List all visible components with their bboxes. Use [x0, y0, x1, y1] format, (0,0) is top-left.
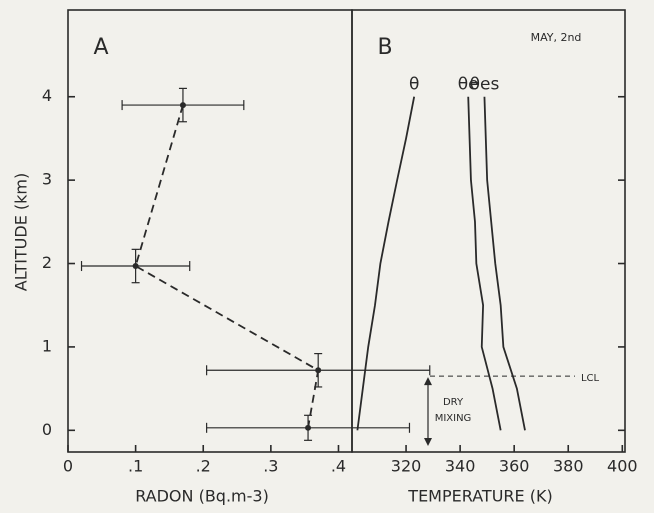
x-tick-label: 340	[445, 457, 476, 476]
y-tick-label: 2	[42, 253, 52, 272]
series-label: θ	[409, 75, 419, 95]
x-tick-label: 0	[63, 457, 73, 476]
y-tick-label: 0	[42, 420, 52, 439]
x-axis-label: RADON (Bq.m-3)	[135, 487, 269, 506]
data-line	[134, 104, 320, 428]
data-point	[315, 367, 322, 374]
x-tick-label: 320	[391, 457, 422, 476]
y-tick-label: 4	[42, 86, 52, 105]
x-tick-label: .4	[331, 457, 346, 476]
profile-line	[467, 96, 502, 431]
x-tick-label: 400	[607, 457, 638, 476]
data-point	[305, 424, 312, 431]
mixing-label: MIXING	[435, 413, 472, 424]
x-axis-label: TEMPERATURE (K)	[407, 487, 552, 506]
data-point	[132, 263, 139, 270]
y-tick-label: 3	[42, 170, 52, 189]
series-label: θes	[470, 75, 500, 95]
profile-line	[483, 96, 526, 431]
y-tick-label: 1	[42, 336, 52, 355]
x-tick-label: 360	[499, 457, 530, 476]
panel-label: B	[377, 35, 392, 60]
plot-frame	[67, 9, 353, 453]
panel-label: A	[93, 35, 108, 60]
arrow-head	[424, 377, 432, 446]
profile-line	[356, 96, 416, 431]
lcl-label: LCL	[581, 373, 600, 384]
data-point	[179, 102, 186, 109]
series-label: θe	[458, 75, 479, 95]
x-tick-label: .1	[128, 457, 143, 476]
date-annotation: MAY, 2nd	[531, 31, 582, 44]
x-tick-label: 380	[553, 457, 584, 476]
x-tick-label: .3	[263, 457, 278, 476]
plot-frame	[351, 9, 626, 453]
x-tick-label: .2	[196, 457, 211, 476]
mixing-label: DRY	[443, 397, 464, 408]
y-axis-label: ALTITUDE (km)	[12, 173, 31, 291]
